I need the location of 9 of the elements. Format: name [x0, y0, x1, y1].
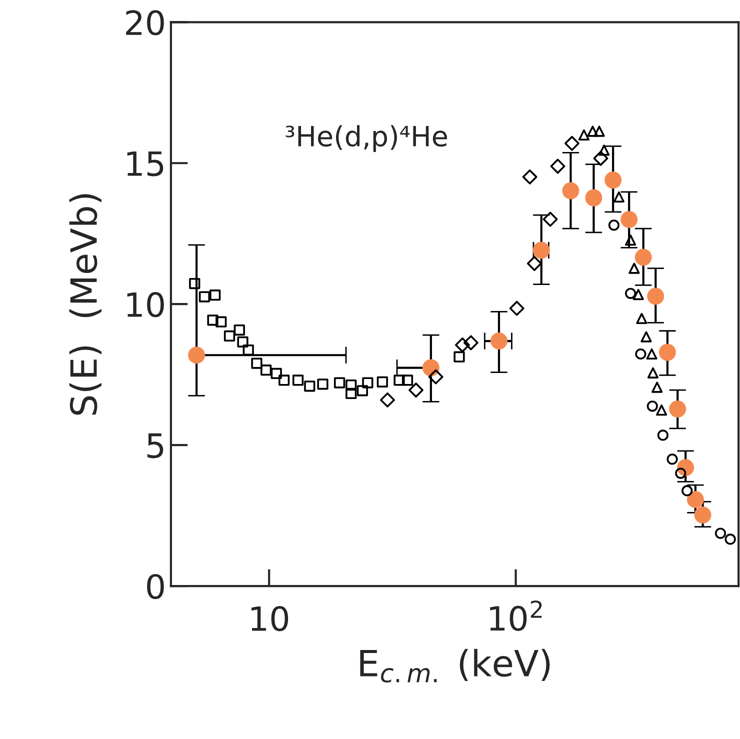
y-tick-label: 5 [147, 433, 164, 458]
x-axis-title: E$_{c.m.}$ (keV) [360, 648, 550, 683]
y-tick-label: 20 [126, 10, 164, 36]
annotation: ³He(d,p)⁴He [286, 125, 447, 152]
y-tick-label: 15 [127, 151, 164, 176]
y-axis-title: S(E) (MeVb) [69, 194, 102, 415]
y-tick-label: 10 [127, 292, 164, 318]
x-tick-label: 10$^{2}$ [490, 600, 542, 632]
y-tick-label: 0 [147, 574, 164, 600]
